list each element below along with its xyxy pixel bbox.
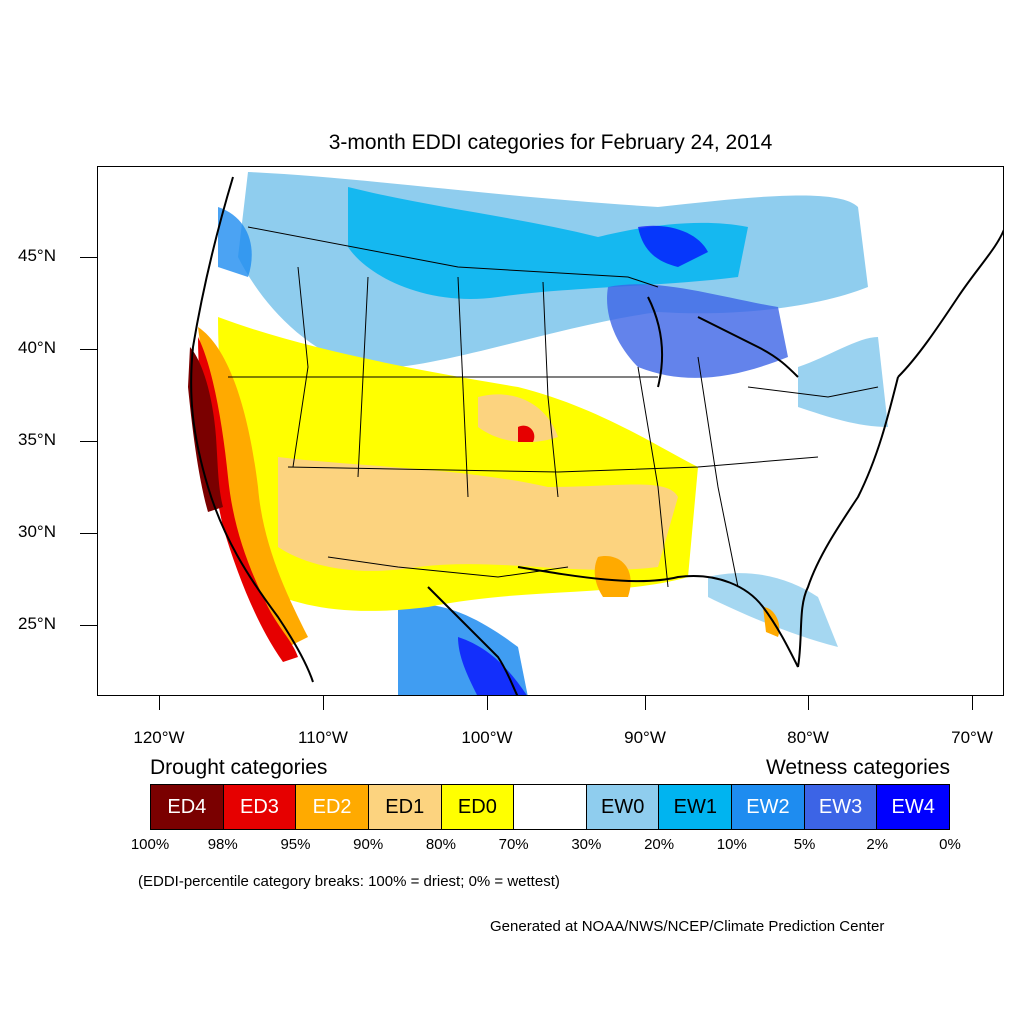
drought-region-ed2-florida (763, 607, 780, 637)
legend-break-label: 98% (207, 836, 238, 853)
legend-segment-normal (514, 785, 587, 829)
legend-segment-ed0: ED0 (441, 785, 515, 829)
category-legend-bar: ED4 ED3 ED2 ED1 ED0 EW0 EW1 EW2 EW3 EW4 (150, 784, 950, 830)
lon-label-100w: 100°W (461, 728, 513, 747)
wet-region-northwest (218, 207, 252, 277)
category-breaks-note: (EDDI-percentile category breaks: 100% =… (138, 873, 560, 890)
map-title: 3-month EDDI categories for February 24,… (328, 131, 773, 154)
lon-label-110w: 110°W (298, 728, 348, 747)
lon-tick (972, 696, 973, 710)
map-canvas (188, 172, 1003, 695)
legend-break-label: 20% (644, 836, 675, 853)
legend-segment-ed4: ED4 (151, 785, 224, 829)
drought-region-ed3-kansas (518, 425, 535, 442)
lon-tick (808, 696, 809, 710)
wet-region-texas-ew4 (458, 637, 527, 695)
lon-label-120w: 120°W (133, 728, 185, 747)
legend-segment-ed2: ED2 (296, 785, 369, 829)
legend-break-label: 5% (793, 836, 816, 853)
lon-label-80w: 80°W (787, 728, 829, 747)
lat-tick (80, 349, 97, 350)
legend-segment-ew2: EW2 (732, 785, 805, 829)
drought-region-ed2-louisiana (594, 556, 631, 597)
lat-label-25n: 25°N (18, 614, 56, 633)
wetness-categories-heading: Wetness categories (765, 756, 950, 779)
wet-region-lakes-ew4 (638, 225, 708, 267)
legend-segment-ed1: ED1 (368, 785, 442, 829)
lat-tick (80, 441, 97, 442)
lat-tick (80, 533, 97, 534)
drought-region-ed4 (188, 347, 223, 512)
legend-break-label: 80% (425, 836, 456, 853)
lon-tick (645, 696, 646, 710)
eddi-map (97, 166, 1004, 696)
credit-line: Generated at NOAA/NWS/NCEP/Climate Predi… (490, 918, 885, 935)
legend-segment-ew1: EW1 (659, 785, 733, 829)
drought-region-ed1-plains (478, 394, 558, 443)
lat-label-45n: 45°N (18, 246, 56, 265)
lat-label-35n: 35°N (18, 430, 56, 449)
legend-break-label: 100% (130, 836, 170, 853)
legend-segment-ew0: EW0 (586, 785, 660, 829)
legend-break-label: 10% (716, 836, 747, 853)
legend-break-label: 95% (280, 836, 311, 853)
wet-region-northeast (798, 337, 888, 427)
wet-region-north-ew1 (348, 187, 748, 299)
lon-label-70w: 70°W (951, 728, 993, 747)
lon-tick (159, 696, 160, 710)
lat-tick (80, 257, 97, 258)
wet-region-southeast-coast (708, 573, 838, 647)
legend-segment-ew4: EW4 (877, 785, 950, 829)
legend-break-label: 30% (571, 836, 602, 853)
lon-tick (323, 696, 324, 710)
drought-categories-heading: Drought categories (150, 756, 328, 779)
legend-segment-ed3: ED3 (223, 785, 297, 829)
legend-segment-ew3: EW3 (804, 785, 878, 829)
coastline (190, 176, 1003, 695)
lat-label-40n: 40°N (18, 338, 56, 357)
legend-break-label: 70% (498, 836, 529, 853)
drought-region-ed2-west (198, 327, 308, 647)
lon-label-90w: 90°W (624, 728, 666, 747)
legend-break-label: 90% (353, 836, 384, 853)
legend-break-label: 2% (866, 836, 889, 853)
lon-tick (487, 696, 488, 710)
boundary-lines (228, 226, 879, 588)
drought-region-ed1 (278, 457, 678, 571)
lat-label-30n: 30°N (18, 522, 56, 541)
legend-break-label: 0% (939, 836, 961, 853)
lat-tick (80, 625, 97, 626)
